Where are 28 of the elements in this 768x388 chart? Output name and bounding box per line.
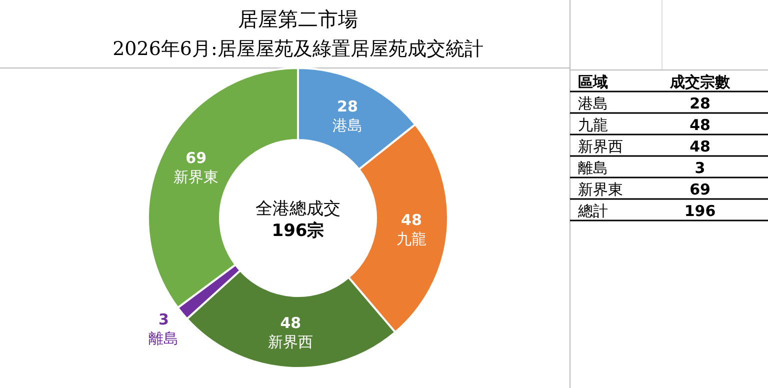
text: 69 [690, 180, 710, 198]
slice-label: 九龍 [396, 230, 426, 248]
text: 48 [690, 138, 710, 156]
text: 總計 [577, 202, 608, 220]
text: 48 [690, 116, 710, 134]
chart-subtitle: 2026年6月:居屋屋苑及綠置居屋苑成交統計 [112, 38, 484, 60]
text: 九龍 [578, 116, 608, 134]
text: 全港總成交 [256, 199, 340, 219]
text: 196宗 [272, 221, 324, 241]
text: 新界東 [578, 180, 623, 198]
text: 區域 [578, 73, 608, 91]
text: 新界西 [578, 138, 623, 156]
text: 196 [684, 202, 716, 220]
slice-label: 離島 [148, 330, 179, 348]
slice-label: 港島 [332, 116, 362, 134]
text: 成交宗數 [669, 73, 731, 91]
data-label: 3 [158, 310, 169, 329]
data-label: 28 [337, 97, 358, 116]
text: 港島 [578, 94, 608, 112]
data-label: 69 [186, 148, 207, 167]
slice-label: 新界東 [174, 168, 219, 186]
slice-label: 新界西 [268, 332, 314, 351]
data-label: 48 [401, 210, 422, 229]
chart-title: 居屋第二市場 [238, 7, 358, 31]
text: 28 [690, 94, 710, 112]
text: 3 [694, 159, 706, 177]
text: 離島 [578, 159, 608, 177]
data-label: 48 [280, 314, 302, 332]
